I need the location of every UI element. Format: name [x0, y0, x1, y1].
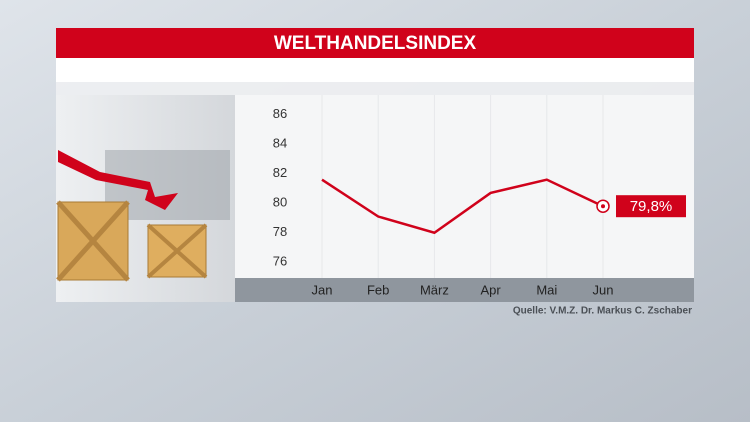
- y-tick-label: 82: [273, 165, 287, 180]
- point-dot: [601, 204, 605, 209]
- y-tick-label: 86: [273, 106, 287, 121]
- x-tick-label: März: [420, 282, 449, 297]
- x-tick-label: Feb: [367, 282, 389, 297]
- chart-title: WELTHANDELSINDEX: [274, 33, 477, 54]
- plot-area: [235, 95, 694, 278]
- x-tick-label: Apr: [480, 282, 501, 297]
- subtitle-bar: [56, 58, 694, 82]
- x-tick-label: Jun: [593, 282, 614, 297]
- x-axis-band: [235, 278, 694, 302]
- title-bar: [56, 28, 694, 58]
- x-tick-label: Jan: [312, 282, 333, 297]
- source: Quelle: V.M.Z. Dr. Markus C. Zschaber: [513, 306, 692, 317]
- y-tick-label: 84: [273, 136, 287, 151]
- y-tick-label: 80: [273, 195, 287, 210]
- x-tick-label: Mai: [536, 282, 557, 297]
- illustration: [56, 150, 230, 282]
- y-tick-label: 78: [273, 224, 287, 239]
- value-label-box: [616, 195, 686, 218]
- y-tick-label: 76: [273, 254, 287, 269]
- line: [321, 178, 604, 235]
- value-label: 79,8%: [630, 198, 673, 215]
